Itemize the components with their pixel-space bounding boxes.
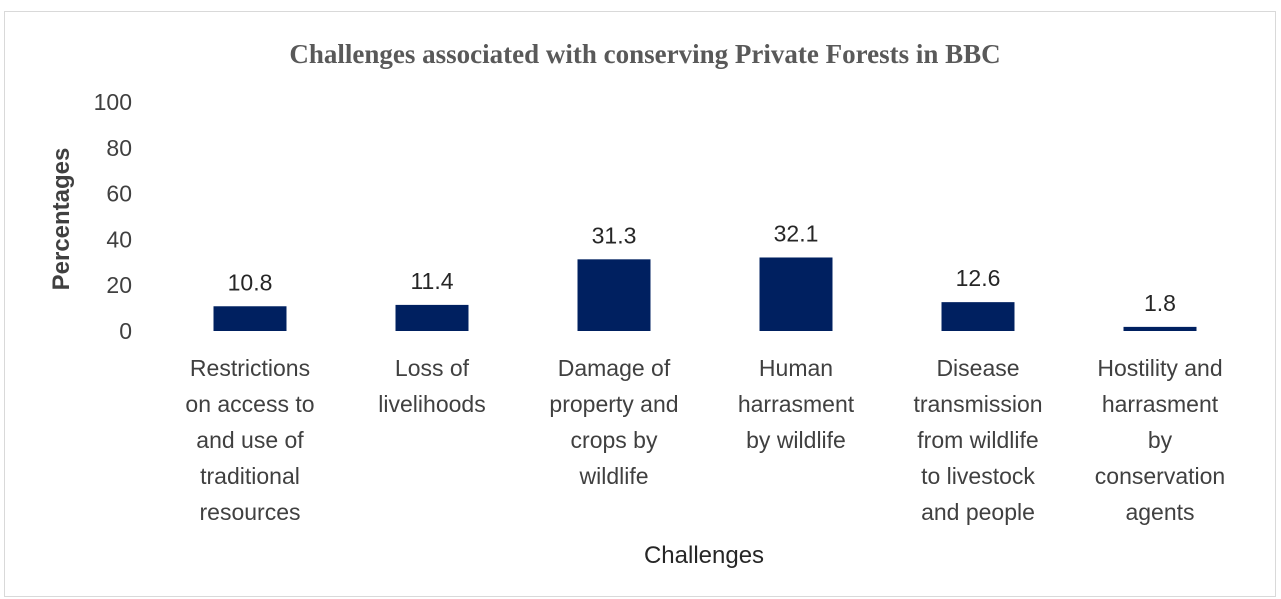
- category-label-line: property and: [549, 391, 678, 417]
- data-label: 31.3: [592, 222, 637, 248]
- bar-chart: Challenges associated with conserving Pr…: [48, 39, 1225, 569]
- category-label-line: conservation: [1095, 463, 1225, 489]
- data-labels: 10.8 11.4 31.3 32.1 12.6 1.8: [228, 220, 1176, 315]
- category-label-line: resources: [200, 499, 301, 525]
- bar: [213, 306, 287, 331]
- category-label: Loss of livelihoods: [378, 355, 485, 417]
- category-label-line: to livestock: [921, 463, 1035, 489]
- category-label-line: transmission: [913, 391, 1042, 417]
- x-axis-title: Challenges: [644, 542, 764, 569]
- category-label-line: Hostility and: [1097, 355, 1222, 381]
- y-tick-label: 100: [94, 89, 132, 115]
- y-tick-label: 80: [106, 135, 132, 161]
- category-label-line: Damage of: [558, 355, 671, 381]
- category-label-line: traditional: [200, 463, 300, 489]
- data-label: 10.8: [228, 269, 273, 295]
- category-label-line: from wildlife: [917, 427, 1038, 453]
- data-label: 12.6: [956, 265, 1001, 291]
- category-label-line: Human: [759, 355, 833, 381]
- bar: [577, 259, 651, 331]
- bar: [941, 302, 1015, 331]
- bars: [213, 257, 1197, 331]
- category-label-line: harrasment: [1102, 391, 1219, 417]
- category-label-line: and people: [921, 499, 1035, 525]
- category-label-line: by wildlife: [746, 427, 846, 453]
- category-label-line: Disease: [936, 355, 1019, 381]
- category-label-line: agents: [1125, 499, 1194, 525]
- category-label: Damage of property and crops by wildlife: [549, 355, 678, 489]
- data-label: 32.1: [774, 220, 819, 246]
- category-label-line: and use of: [196, 427, 304, 453]
- bar: [1123, 326, 1197, 331]
- category-label-line: on access to: [185, 391, 314, 417]
- category-label-line: wildlife: [578, 463, 648, 489]
- y-tick-label: 60: [106, 181, 132, 207]
- data-label: 11.4: [410, 268, 453, 294]
- y-tick-label: 20: [106, 272, 132, 298]
- y-axis-ticks: 0 20 40 60 80 100: [94, 89, 132, 344]
- data-label: 1.8: [1144, 290, 1176, 316]
- category-label: Human harrasment by wildlife: [738, 355, 855, 453]
- y-axis-title: Percentages: [48, 148, 75, 291]
- category-label-line: by: [1148, 427, 1173, 453]
- category-label: Restrictions on access to and use of tradit…: [185, 355, 314, 525]
- category-label-line: Restrictions: [190, 355, 310, 381]
- category-label-line: livelihoods: [378, 391, 485, 417]
- y-tick-label: 40: [106, 226, 132, 252]
- category-label: Disease transmission from wildlife to lives…: [913, 355, 1042, 525]
- category-labels: Restrictions on access to and use of tradit…: [185, 355, 1225, 525]
- category-label-line: harrasment: [738, 391, 855, 417]
- chart-title: Challenges associated with conserving Pr…: [289, 39, 1000, 69]
- chart-frame: Challenges associated with conserving Pr…: [4, 11, 1276, 597]
- category-label: Hostility and harrasment by conservation age…: [1095, 355, 1225, 525]
- bar: [395, 304, 469, 331]
- y-tick-label: 0: [119, 318, 132, 344]
- category-label-line: Loss of: [395, 355, 470, 381]
- category-label-line: crops by: [571, 427, 658, 453]
- bar: [759, 257, 833, 331]
